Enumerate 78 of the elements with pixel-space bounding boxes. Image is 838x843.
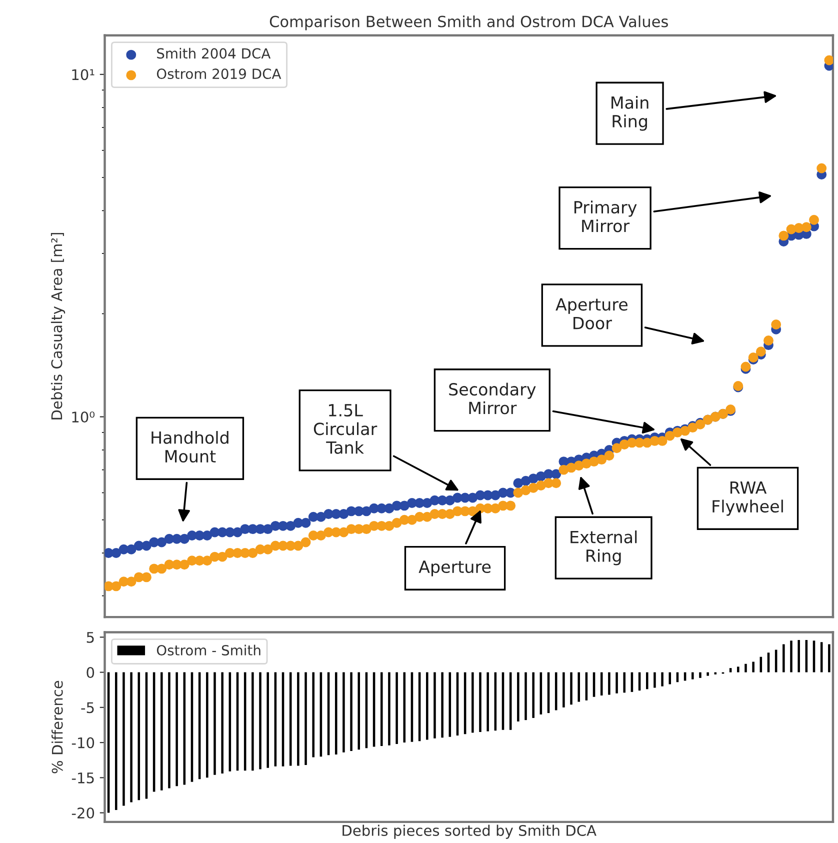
bar bbox=[623, 672, 626, 693]
y-tick-label: -5 bbox=[81, 702, 94, 714]
bar bbox=[782, 644, 785, 672]
bar bbox=[737, 666, 740, 672]
legend-label: Smith 2004 DCA bbox=[157, 48, 271, 59]
chart-title: Comparison Between Smith and Ostrom DCA Values bbox=[270, 15, 668, 30]
y-axis-title: % Difference bbox=[52, 680, 63, 774]
bar bbox=[486, 672, 489, 732]
annotation: 1.5L Circular Tank bbox=[314, 404, 378, 454]
bar bbox=[616, 672, 618, 694]
bar bbox=[517, 672, 520, 722]
bar bbox=[214, 672, 216, 775]
annotation: RWA Flywheel bbox=[712, 482, 783, 516]
annotation: Handhold Mount bbox=[152, 430, 228, 463]
x-axis-title: Debris pieces sorted by Smith DCA bbox=[342, 824, 596, 839]
bar bbox=[532, 672, 534, 718]
bar bbox=[562, 672, 565, 708]
annotation: Secondary Mirror bbox=[449, 382, 536, 414]
bar bbox=[297, 672, 300, 766]
bar bbox=[744, 664, 747, 672]
y-tick-label: -15 bbox=[72, 772, 94, 784]
legend-label: Ostrom - Smith bbox=[156, 644, 260, 656]
bar bbox=[654, 672, 656, 688]
bar bbox=[138, 672, 140, 800]
bar bbox=[729, 668, 732, 672]
bar bbox=[334, 672, 338, 754]
bar bbox=[692, 672, 694, 680]
bar bbox=[176, 672, 178, 786]
bar bbox=[252, 672, 254, 771]
bar bbox=[168, 672, 170, 788]
legend-label: Ostrom 2019 DCA bbox=[156, 68, 282, 80]
bar bbox=[396, 672, 398, 744]
bar bbox=[752, 662, 754, 672]
y-tick-label: 10⁰ bbox=[72, 412, 95, 423]
bar bbox=[358, 672, 360, 750]
bar bbox=[661, 672, 664, 686]
annotation: Primary Mirror bbox=[574, 200, 637, 232]
bar bbox=[130, 672, 132, 802]
y-tick-label: -10 bbox=[72, 737, 94, 748]
bar bbox=[699, 672, 702, 678]
bar bbox=[221, 672, 224, 774]
bar bbox=[790, 640, 792, 672]
y-tick-label: 0 bbox=[86, 667, 94, 678]
bar bbox=[122, 672, 125, 806]
bar bbox=[342, 672, 345, 752]
bar bbox=[403, 672, 406, 743]
bar bbox=[380, 672, 383, 746]
annotation: Aperture Door bbox=[556, 298, 628, 330]
bar bbox=[304, 672, 307, 766]
bar bbox=[578, 672, 580, 702]
y-tick-label: 10¹ bbox=[72, 69, 94, 80]
y-tick-label: 5 bbox=[86, 632, 94, 643]
bar bbox=[570, 672, 572, 705]
bar bbox=[160, 672, 163, 790]
bar bbox=[312, 672, 314, 758]
bar bbox=[388, 672, 390, 746]
bar bbox=[350, 672, 352, 751]
bar bbox=[266, 672, 269, 768]
bar bbox=[798, 640, 800, 672]
bar bbox=[259, 672, 262, 770]
bar bbox=[206, 672, 208, 778]
bar bbox=[524, 672, 527, 720]
bar bbox=[479, 672, 482, 732]
bar bbox=[706, 672, 709, 676]
bar bbox=[646, 672, 648, 690]
y-axis-title: Debtis Casualty Area [m²] bbox=[50, 232, 66, 420]
bar bbox=[472, 672, 474, 733]
annotation: External Ring bbox=[570, 530, 637, 566]
annotation: Main Ring bbox=[612, 96, 648, 131]
bar bbox=[608, 672, 610, 695]
bar bbox=[434, 672, 436, 738]
bar bbox=[426, 672, 428, 740]
bar bbox=[668, 672, 672, 684]
bar bbox=[828, 644, 830, 672]
y-tick-label: -20 bbox=[72, 808, 94, 819]
bar bbox=[114, 672, 118, 810]
annotation: Aperture bbox=[418, 560, 491, 576]
bar bbox=[441, 672, 444, 738]
